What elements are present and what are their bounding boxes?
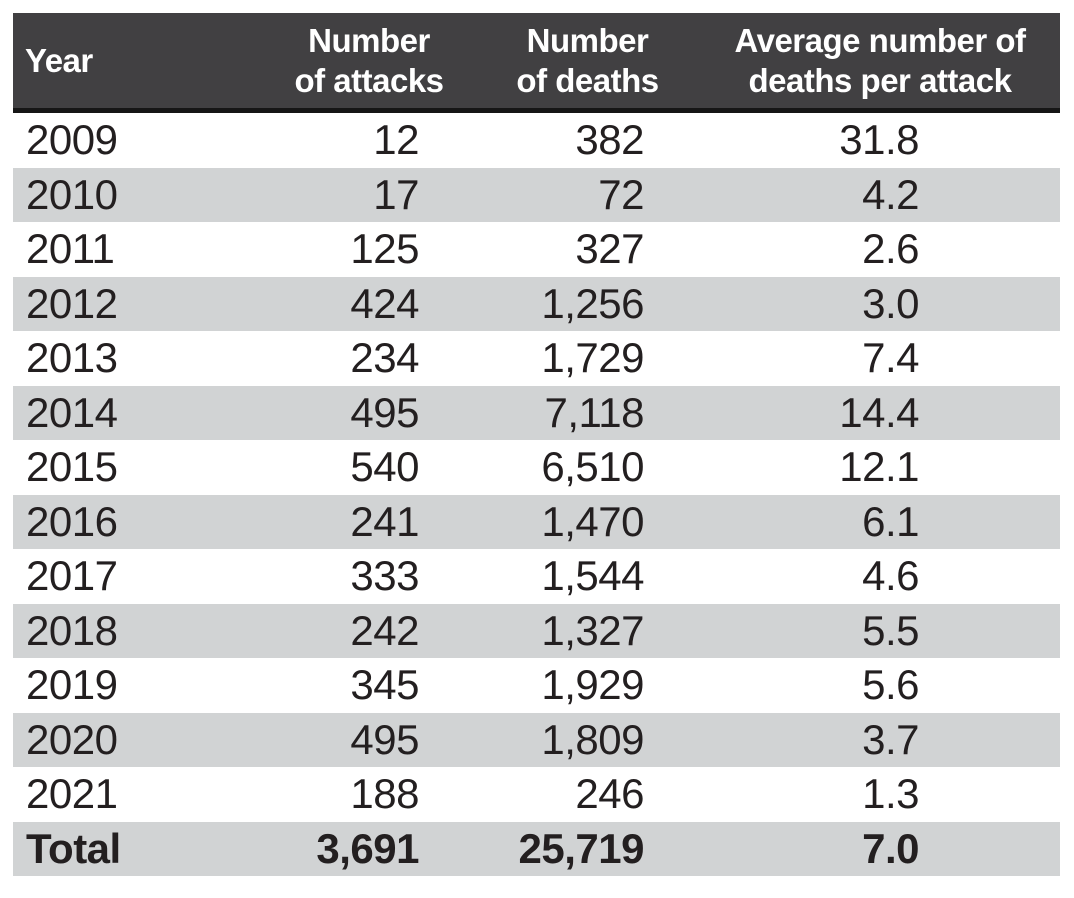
table-row-2012: 2012 424 1,256 3.0 <box>13 276 1060 331</box>
deaths-cell: 1,470 <box>541 497 644 545</box>
table-row-2021: 2021 188 246 1.3 <box>13 767 1060 822</box>
deaths-cell: 246 <box>575 770 644 818</box>
year-cell: 2011 <box>26 225 115 273</box>
table-row-2009: 2009 12 382 31.8 <box>13 110 1060 168</box>
table-row-2011: 2011 125 327 2.6 <box>13 222 1060 277</box>
total-deaths-cell: 25,719 <box>518 824 645 872</box>
table-row-2010: 2010 17 72 4.2 <box>13 167 1060 222</box>
header-average-line1: Average number of <box>734 21 1026 59</box>
total-attacks-cell: 3,691 <box>316 824 419 872</box>
avg-cell: 5.5 <box>862 606 919 654</box>
deaths-cell: 1,729 <box>541 334 644 382</box>
table-row-2016: 2016 241 1,470 6.1 <box>13 494 1060 549</box>
year-cell: 2019 <box>26 661 118 709</box>
deaths-cell: 382 <box>575 116 644 164</box>
attacks-cell: 345 <box>350 661 419 709</box>
table-row-2019: 2019 345 1,929 5.6 <box>13 658 1060 713</box>
header-year: Year <box>13 13 263 111</box>
year-cell: 2010 <box>26 170 118 218</box>
attacks-cell: 424 <box>350 279 419 327</box>
year-cell: 2015 <box>26 443 118 491</box>
table-row-2018: 2018 242 1,327 5.5 <box>13 603 1060 658</box>
attacks-cell: 242 <box>350 606 419 654</box>
header-attacks-line1: Number <box>308 21 430 59</box>
table-row-2014: 2014 495 7,118 14.4 <box>13 385 1060 440</box>
year-cell: 2013 <box>26 334 118 382</box>
deaths-cell: 1,809 <box>541 715 644 763</box>
year-cell: 2020 <box>26 715 118 763</box>
deaths-cell: 327 <box>575 225 644 273</box>
avg-cell: 3.0 <box>862 279 919 327</box>
deaths-cell: 1,929 <box>541 661 644 709</box>
year-cell: 2018 <box>26 606 118 654</box>
statistics-table-container: Year Number of attacks Number of deaths … <box>13 13 1060 876</box>
avg-cell: 7.4 <box>862 334 919 382</box>
total-label-cell: Total <box>26 824 121 872</box>
attacks-cell: 188 <box>350 770 419 818</box>
deaths-cell: 1,256 <box>541 279 644 327</box>
table-row-2017: 2017 333 1,544 4.6 <box>13 549 1060 604</box>
avg-cell: 4.2 <box>862 170 919 218</box>
header-row: Year Number of attacks Number of deaths … <box>13 13 1060 111</box>
header-deaths: Number of deaths <box>475 13 700 111</box>
header-average: Average number of deaths per attack <box>700 13 1060 111</box>
header-deaths-line1: Number <box>526 21 649 59</box>
avg-cell: 4.6 <box>862 552 919 600</box>
year-cell: 2016 <box>26 497 118 545</box>
avg-cell: 2.6 <box>862 225 919 273</box>
table-body: 2009 12 382 31.8 2010 17 72 4.2 2011 125… <box>13 110 1060 876</box>
deaths-cell: 1,544 <box>541 552 644 600</box>
year-cell: 2009 <box>26 116 118 164</box>
attacks-cell: 333 <box>350 552 419 600</box>
attacks-cell: 540 <box>350 443 419 491</box>
attacks-deaths-table: Year Number of attacks Number of deaths … <box>13 13 1060 876</box>
deaths-cell: 1,327 <box>541 606 644 654</box>
table-header: Year Number of attacks Number of deaths … <box>13 13 1060 111</box>
table-row-2020: 2020 495 1,809 3.7 <box>13 712 1060 767</box>
attacks-cell: 495 <box>350 715 419 763</box>
avg-cell: 14.4 <box>839 388 919 436</box>
deaths-cell: 7,118 <box>544 388 645 436</box>
header-average-line2: deaths per attack <box>748 61 1012 99</box>
header-attacks-line2: of attacks <box>294 61 444 99</box>
table-row-total: Total 3,691 25,719 7.0 <box>13 821 1060 876</box>
total-avg-cell: 7.0 <box>862 824 919 872</box>
avg-cell: 3.7 <box>862 715 919 763</box>
year-cell: 2021 <box>26 770 118 818</box>
attacks-cell: 17 <box>373 170 419 218</box>
deaths-cell: 72 <box>598 170 644 218</box>
attacks-cell: 234 <box>350 334 419 382</box>
avg-cell: 1.3 <box>862 770 919 818</box>
table-row-2013: 2013 234 1,729 7.4 <box>13 331 1060 386</box>
year-cell: 2014 <box>26 388 118 436</box>
avg-cell: 12.1 <box>839 443 919 491</box>
header-attacks: Number of attacks <box>263 13 475 111</box>
year-cell: 2012 <box>26 279 118 327</box>
deaths-cell: 6,510 <box>541 443 644 491</box>
attacks-cell: 495 <box>350 388 419 436</box>
header-deaths-line2: of deaths <box>516 61 659 99</box>
avg-cell: 31.8 <box>839 116 919 164</box>
attacks-cell: 125 <box>350 225 419 273</box>
year-cell: 2017 <box>26 552 118 600</box>
attacks-cell: 241 <box>350 497 419 545</box>
avg-cell: 5.6 <box>862 661 919 709</box>
attacks-cell: 12 <box>373 116 419 164</box>
table-row-2015: 2015 540 6,510 12.1 <box>13 440 1060 495</box>
avg-cell: 6.1 <box>862 497 919 545</box>
